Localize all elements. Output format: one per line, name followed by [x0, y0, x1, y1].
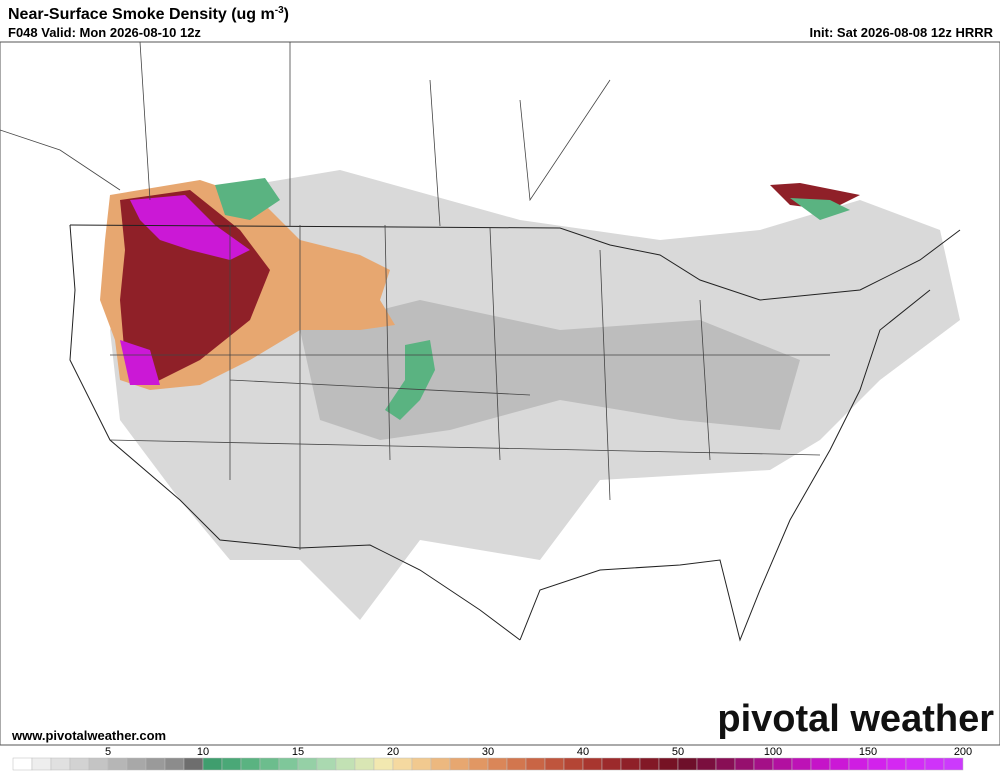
colorbar-swatch [943, 757, 964, 771]
logo: pivotal weather [717, 698, 994, 740]
colorbar-swatch [791, 757, 812, 771]
colorbar-swatch [753, 757, 774, 771]
site-url: www.pivotalweather.com [11, 728, 166, 743]
colorbar-label: 20 [387, 746, 399, 758]
colorbar-swatch [544, 757, 565, 771]
colorbar: 5 10 15 20 30 40 50 100 150 200 [12, 746, 972, 771]
smoke-extreme [120, 195, 250, 385]
title-sup: -3 [275, 5, 284, 16]
us-canada-border [69, 224, 961, 301]
colorbar-swatch [677, 757, 698, 771]
colorbar-swatch [145, 757, 166, 771]
colorbar-label: 30 [482, 746, 494, 758]
colorbar-swatch [601, 757, 622, 771]
province-lines [0, 41, 611, 227]
smoke-canada-edge [790, 198, 850, 220]
colorbar-swatch [430, 757, 451, 771]
colorbar-swatch [107, 757, 128, 771]
colorbar-swatch [658, 757, 679, 771]
colorbar-swatch [905, 757, 926, 771]
colorbar-swatch [734, 757, 755, 771]
smoke-canada [770, 183, 860, 210]
colorbar-swatch [316, 757, 337, 771]
colorbar-swatch [354, 757, 375, 771]
colorbar-swatch [487, 757, 508, 771]
colorbar-swatch [924, 757, 945, 771]
title: Near-Surface Smoke Density (ug m-3) [8, 5, 289, 23]
map [0, 41, 1000, 746]
colorbar-label: 100 [764, 746, 782, 758]
colorbar-swatch [810, 757, 831, 771]
colorbar-swatch [772, 757, 793, 771]
title-text: Near-Surface Smoke Density (ug m [8, 6, 275, 23]
colorbar-swatch [69, 757, 90, 771]
colorbar-label: 5 [105, 746, 111, 758]
colorbar-swatch [867, 757, 888, 771]
colorbar-swatch [829, 757, 850, 771]
colorbar-label: 200 [954, 746, 972, 758]
colorbar-label: 50 [672, 746, 684, 758]
colorbar-swatch [50, 757, 71, 771]
colorbar-swatch [164, 757, 185, 771]
colorbar-swatch [620, 757, 641, 771]
init-time: Init: Sat 2026-08-08 12z HRRR [809, 25, 993, 40]
borders [0, 41, 961, 642]
colorbar-label: 10 [197, 746, 209, 758]
colorbar-swatch [563, 757, 584, 771]
smoke-moderate [215, 178, 435, 420]
title-end: ) [284, 6, 289, 23]
us-south-east-coast [519, 289, 931, 642]
colorbar-label: 40 [577, 746, 589, 758]
colorbar-swatch [411, 757, 432, 771]
colorbar-swatch [506, 757, 527, 771]
colorbar-swatch [31, 757, 52, 771]
colorbar-label: 150 [859, 746, 877, 758]
colorbar-swatch [259, 757, 280, 771]
colorbar-swatch [848, 757, 869, 771]
state-lines [109, 224, 830, 550]
colorbar-swatch [278, 757, 299, 771]
colorbar-swatch [886, 757, 907, 771]
colorbar-swatch [373, 757, 394, 771]
colorbar-swatch [12, 757, 33, 771]
colorbar-label: 15 [292, 746, 304, 758]
colorbar-swatch [525, 757, 546, 771]
colorbar-swatch [88, 757, 109, 771]
colorbar-swatch [639, 757, 660, 771]
colorbar-swatch [221, 757, 242, 771]
colorbar-swatch [335, 757, 356, 771]
colorbar-swatch [240, 757, 261, 771]
colorbar-swatch [715, 757, 736, 771]
colorbar-swatch [468, 757, 489, 771]
colorbar-swatch [696, 757, 717, 771]
colorbar-swatch [297, 757, 318, 771]
smoke-medium [300, 300, 800, 440]
colorbar-swatch [582, 757, 603, 771]
colorbar-swatch [202, 757, 223, 771]
colorbar-swatch [449, 757, 470, 771]
valid-time: F048 Valid: Mon 2026-08-10 12z [8, 25, 201, 40]
colorbar-swatch [126, 757, 147, 771]
colorbar-swatch [183, 757, 204, 771]
colorbar-swatch [392, 757, 413, 771]
us-west-coast [69, 224, 521, 641]
